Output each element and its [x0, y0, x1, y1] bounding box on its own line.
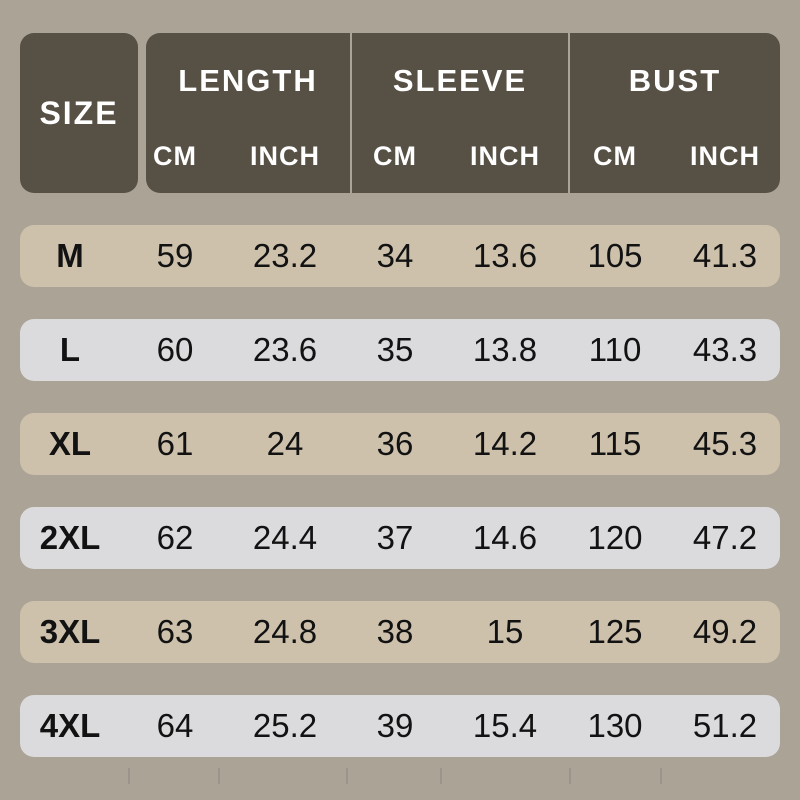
header-group-bust: BUST — [568, 33, 780, 193]
sleeve-inch-value: 15 — [486, 613, 524, 650]
sleeve-inch-value: 13.8 — [472, 331, 538, 368]
row-size-label: L — [59, 331, 81, 368]
bust-inch-value: 51.2 — [692, 707, 758, 744]
header-group-length-label: LENGTH — [178, 63, 318, 98]
header-unit-bust-cm: CM — [593, 140, 637, 171]
bottom-divider-tick — [218, 768, 220, 784]
size-column-header: SIZE — [20, 33, 138, 193]
bust-inch-value: 45.3 — [692, 425, 758, 462]
table-row: 2XL 62 24.4 37 14.6 120 47.2 — [20, 507, 780, 569]
header-group-length: LENGTH — [146, 33, 350, 193]
sleeve-cm-value: 36 — [376, 425, 414, 462]
sleeve-inch-value: 14.2 — [472, 425, 538, 462]
table-row: L 60 23.6 35 13.8 110 43.3 — [20, 319, 780, 381]
row-size-label: 4XL — [39, 707, 101, 744]
length-cm-value: 63 — [156, 613, 194, 650]
row-size-label: XL — [48, 425, 92, 462]
length-cm-value: 59 — [156, 237, 194, 274]
header-unit-spacer — [20, 135, 120, 177]
header-unit-sleeve-cm: CM — [373, 140, 417, 171]
bust-inch-value: 41.3 — [692, 237, 758, 274]
header-groups: LENGTH SLEEVE BUST — [146, 33, 780, 193]
table-row: 3XL 63 24.8 38 15 125 49.2 — [20, 601, 780, 663]
bust-cm-value: 120 — [587, 519, 643, 556]
bust-inch-value: 49.2 — [692, 613, 758, 650]
length-inch-value: 24 — [266, 425, 304, 462]
header-unit-length-cm: CM — [153, 140, 197, 171]
sleeve-cm-value: 39 — [376, 707, 414, 744]
bottom-divider-tick — [440, 768, 442, 784]
size-chart-table: SIZE LENGTH SLEEVE BUST CM INCH CM INCH … — [20, 33, 780, 757]
header-unit-length-inch: INCH — [250, 140, 320, 171]
sleeve-cm-value: 35 — [376, 331, 414, 368]
sleeve-inch-value: 15.4 — [472, 707, 538, 744]
bust-cm-value: 125 — [587, 613, 643, 650]
bottom-divider-tick — [346, 768, 348, 784]
sleeve-inch-value: 14.6 — [472, 519, 538, 556]
sleeve-cm-value: 34 — [376, 237, 414, 274]
bottom-divider-tick — [660, 768, 662, 784]
length-cm-value: 61 — [156, 425, 194, 462]
table-row: M 59 23.2 34 13.6 105 41.3 — [20, 225, 780, 287]
length-inch-value: 24.8 — [252, 613, 318, 650]
length-inch-value: 25.2 — [252, 707, 318, 744]
sleeve-cm-value: 37 — [376, 519, 414, 556]
table-row: 4XL 64 25.2 39 15.4 130 51.2 — [20, 695, 780, 757]
bust-inch-value: 43.3 — [692, 331, 758, 368]
bust-inch-value: 47.2 — [692, 519, 758, 556]
bust-cm-value: 105 — [587, 237, 643, 274]
length-inch-value: 23.2 — [252, 237, 318, 274]
bottom-divider-tick — [128, 768, 130, 784]
header-unit-bust-inch: INCH — [690, 140, 760, 171]
length-inch-value: 23.6 — [252, 331, 318, 368]
length-cm-value: 62 — [156, 519, 194, 556]
table-row: XL 61 24 36 14.2 115 45.3 — [20, 413, 780, 475]
sleeve-inch-value: 13.6 — [472, 237, 538, 274]
length-cm-value: 64 — [156, 707, 194, 744]
sleeve-cm-value: 38 — [376, 613, 414, 650]
length-inch-value: 24.4 — [252, 519, 318, 556]
header-group-sleeve: SLEEVE — [350, 33, 568, 193]
bust-cm-value: 130 — [587, 707, 643, 744]
header-group-sleeve-label: SLEEVE — [392, 63, 528, 98]
header-unit-row: CM INCH CM INCH CM INCH — [20, 135, 780, 177]
header-unit-sleeve-inch: INCH — [470, 140, 540, 171]
row-size-label: 3XL — [39, 613, 101, 650]
table-header: SIZE LENGTH SLEEVE BUST CM INCH CM INCH … — [20, 33, 780, 193]
length-cm-value: 60 — [156, 331, 194, 368]
bust-cm-value: 115 — [588, 425, 642, 462]
header-group-bust-label: BUST — [628, 63, 722, 98]
bust-cm-value: 110 — [588, 331, 642, 368]
bottom-divider-tick — [569, 768, 571, 784]
row-size-label: M — [56, 237, 84, 274]
row-size-label: 2XL — [39, 519, 101, 556]
